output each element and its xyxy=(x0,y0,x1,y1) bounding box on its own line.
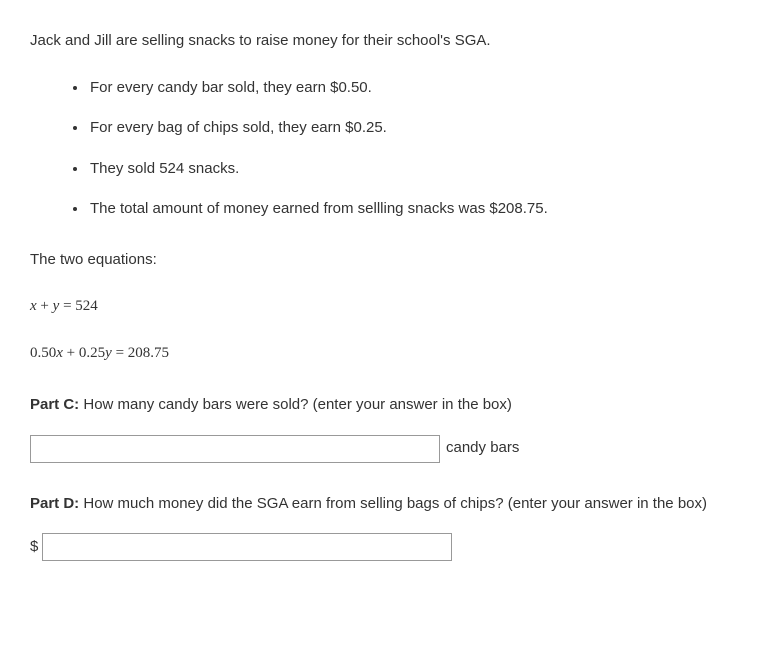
part-c-unit: candy bars xyxy=(446,437,519,460)
eq1-rhs: 524 xyxy=(75,298,98,314)
part-c-answer-row: candy bars xyxy=(30,435,739,463)
list-item: For every candy bar sold, they earn $0.5… xyxy=(88,77,739,100)
eq2-plus: + xyxy=(63,345,79,361)
eq1-plus: + xyxy=(37,298,53,314)
part-c-label: Part C: xyxy=(30,396,79,413)
part-c-question: How many candy bars were sold? (enter yo… xyxy=(79,396,512,413)
part-d-question: How much money did the SGA earn from sel… xyxy=(79,495,707,512)
problem-intro: Jack and Jill are selling snacks to rais… xyxy=(30,30,739,53)
eq2-var-y: y xyxy=(105,345,112,361)
list-item: They sold 524 snacks. xyxy=(88,158,739,181)
part-d-input[interactable] xyxy=(42,533,452,561)
equations-heading: The two equations: xyxy=(30,249,739,272)
part-d-prompt: Part D: How much money did the SGA earn … xyxy=(30,493,739,516)
currency-symbol: $ xyxy=(30,536,38,559)
part-c-prompt: Part C: How many candy bars were sold? (… xyxy=(30,394,739,417)
eq2-rhs: 208.75 xyxy=(128,345,169,361)
eq2-var-x: x xyxy=(56,345,63,361)
eq2-coef-a: 0.50 xyxy=(30,345,56,361)
equation-2: 0.50x + 0.25y = 208.75 xyxy=(30,342,739,365)
eq1-eq: = xyxy=(59,298,75,314)
facts-list: For every candy bar sold, they earn $0.5… xyxy=(30,77,739,221)
eq2-coef-b: 0.25 xyxy=(79,345,105,361)
list-item: The total amount of money earned from se… xyxy=(88,198,739,221)
part-d-answer-row: $ xyxy=(30,533,739,561)
list-item: For every bag of chips sold, they earn $… xyxy=(88,117,739,140)
eq2-eq: = xyxy=(112,345,128,361)
part-c-input[interactable] xyxy=(30,435,440,463)
eq1-var-x: x xyxy=(30,298,37,314)
equation-1: x + y = 524 xyxy=(30,295,739,318)
part-d-label: Part D: xyxy=(30,495,79,512)
